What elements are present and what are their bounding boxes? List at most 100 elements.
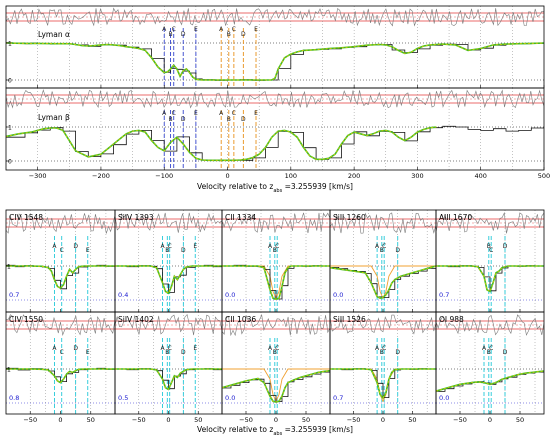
model-fit-dash bbox=[330, 368, 436, 399]
data-spectrum bbox=[6, 367, 115, 382]
model-fit-dash bbox=[115, 368, 222, 390]
residual-trace bbox=[330, 314, 436, 335]
x-tick-label: 50 bbox=[408, 416, 416, 424]
x-tick-label: 0 bbox=[381, 416, 385, 424]
component-label: B bbox=[227, 31, 231, 38]
x-tick-label: −100 bbox=[155, 172, 173, 180]
component-label: E bbox=[193, 345, 197, 352]
panel-title: SiIV 1402 bbox=[118, 315, 154, 324]
component-label: A bbox=[268, 345, 273, 352]
residual-trace bbox=[6, 89, 544, 109]
residual-trace bbox=[6, 213, 115, 234]
component-label: D bbox=[73, 243, 78, 250]
panel-title: Lyman α bbox=[38, 30, 70, 39]
component-label: B bbox=[227, 116, 231, 123]
panel-frame bbox=[5, 311, 116, 415]
component-label: A bbox=[375, 345, 380, 352]
panel-inner bbox=[330, 210, 436, 312]
panel-inner bbox=[115, 312, 222, 414]
ion-panel-9: ABC D SiII 1526 0.7 −50 0 50 bbox=[329, 311, 437, 424]
ion-panel-6: AC D E CIV 1550 0.8 1 −50 0 50 bbox=[5, 311, 116, 424]
panel-frame bbox=[435, 311, 545, 415]
component-label: B bbox=[487, 349, 491, 356]
component-label: B bbox=[169, 116, 173, 123]
model-fit bbox=[6, 42, 544, 81]
residual-trace bbox=[6, 314, 115, 336]
value-label: 0.0 bbox=[225, 291, 235, 299]
x-tick-label: −50 bbox=[239, 416, 253, 424]
data-spectrum bbox=[436, 371, 544, 392]
component-label: A bbox=[162, 26, 167, 33]
component-label: B bbox=[165, 247, 169, 254]
y-tick-label: 1 bbox=[7, 264, 11, 271]
bottom-x-axis-label: Velocity relative to zabs =3.255939 [km/… bbox=[197, 425, 353, 437]
ion-panel-1: AC D E CIV 1548 0.7 1 bbox=[5, 209, 116, 313]
model-fit-dash bbox=[330, 265, 436, 299]
value-label: 0.0 bbox=[439, 394, 449, 402]
data-spectrum bbox=[6, 125, 544, 161]
x-tick-label: 0 bbox=[488, 416, 492, 424]
component-label: E bbox=[86, 247, 90, 254]
x-tick-label: 400 bbox=[474, 172, 486, 180]
value-label: 0.8 bbox=[9, 394, 19, 402]
component-label: E bbox=[86, 349, 90, 356]
residual-trace bbox=[222, 313, 330, 337]
component-label: E bbox=[254, 26, 258, 33]
panel-title: Lyman β bbox=[38, 113, 70, 122]
component-label: C bbox=[275, 243, 279, 250]
component-label: C bbox=[60, 247, 64, 254]
panel-title: CIV 1548 bbox=[9, 213, 43, 222]
model-fit bbox=[330, 265, 436, 300]
x-axis-label: Velocity relative to zabs =3.255939 [km/… bbox=[197, 182, 353, 194]
y-tick-label: 1 bbox=[7, 367, 11, 374]
data-spectrum bbox=[330, 368, 436, 398]
y-tick-label: 1 bbox=[8, 125, 12, 132]
ion-panel-5: BC D AlII 1670 0.7 bbox=[435, 209, 545, 313]
x-tick-label: 500 bbox=[538, 172, 550, 180]
component-label: C bbox=[489, 345, 493, 352]
panel-title: OI 988 bbox=[439, 315, 464, 324]
component-label: C bbox=[489, 247, 493, 254]
model-fit-dash bbox=[6, 126, 437, 161]
ion-panel-7: ABC DE SiIV 1402 0.5 −50 0 50 bbox=[114, 311, 223, 424]
x-tick-label: −50 bbox=[132, 416, 146, 424]
x-tick-label: 200 bbox=[348, 172, 360, 180]
component-label: D bbox=[181, 116, 186, 123]
model-fit-dash bbox=[6, 265, 115, 289]
component-label: C bbox=[172, 110, 176, 117]
model-fit-dash bbox=[222, 370, 330, 403]
model-fit-dash bbox=[436, 370, 544, 392]
panel-title: CII 1334 bbox=[225, 213, 256, 222]
component-label: A bbox=[375, 243, 380, 250]
panel-frame bbox=[5, 87, 545, 171]
residual-trace bbox=[6, 7, 544, 27]
model-fit-dash bbox=[436, 265, 544, 293]
panel-frame bbox=[5, 5, 545, 89]
component-label: D bbox=[181, 349, 186, 356]
ion-panel-2: ABC DE SiIV 1393 0.4 bbox=[114, 209, 223, 313]
component-label: D bbox=[241, 116, 246, 123]
panel-frame bbox=[114, 311, 223, 415]
y-tick-label: 0 bbox=[8, 78, 12, 85]
component-label: D bbox=[395, 247, 400, 254]
value-label: 0.0 bbox=[333, 291, 343, 299]
panel-inner bbox=[6, 6, 544, 88]
x-tick-label: −300 bbox=[29, 172, 47, 180]
component-label: A bbox=[482, 345, 487, 352]
panel-title: SiII 1260 bbox=[333, 213, 366, 222]
component-label: D bbox=[503, 243, 508, 250]
data-spectrum bbox=[222, 264, 330, 300]
data-spectrum bbox=[115, 264, 222, 293]
component-label: C bbox=[172, 26, 176, 33]
panel-inner bbox=[222, 210, 330, 312]
x-tick-label: −200 bbox=[92, 172, 110, 180]
panel-inner bbox=[222, 312, 330, 414]
data-spectrum bbox=[436, 265, 544, 292]
component-label: C bbox=[60, 349, 64, 356]
panel-title: CII 1036 bbox=[225, 315, 256, 324]
component-label: D bbox=[241, 31, 246, 38]
model-fit-dash bbox=[6, 42, 544, 81]
panel-inner bbox=[436, 210, 544, 312]
data-spectrum bbox=[222, 370, 330, 402]
